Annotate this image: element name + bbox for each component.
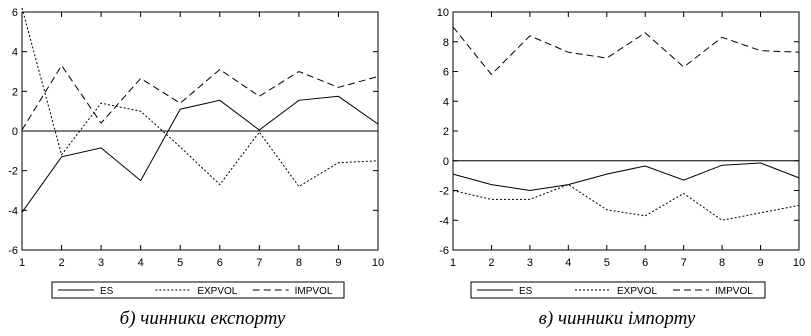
legend-label: EXPVOL — [617, 286, 657, 297]
y-tick-label: -2 — [8, 166, 18, 178]
x-tick-label: 5 — [177, 257, 183, 269]
x-tick-label: 4 — [565, 257, 571, 269]
export-factors-chart: -6 -4 -2 0 2 4 6 1 2 3 4 5 6 7 8 9 10 ES EXPVOL IMPVOL — [8, 7, 384, 299]
x-tick-label: 8 — [719, 257, 725, 269]
y-tick-label: 0 — [12, 126, 18, 138]
x-tick-label: 1 — [450, 257, 456, 269]
y-tick-label: 4 — [443, 96, 449, 108]
x-tick-label: 9 — [757, 257, 763, 269]
export-factors-panel: -6 -4 -2 0 2 4 6 1 2 3 4 5 6 7 8 9 10 ES EXPVOL IMPVOL б) ч… — [0, 0, 405, 336]
series-line-expvol — [452, 184, 800, 221]
legend-label: IMPVOL — [715, 286, 753, 297]
legend-label: ES — [100, 286, 114, 297]
x-tick-label: 4 — [138, 257, 144, 269]
y-tick-label: 8 — [443, 37, 449, 49]
chart-caption: в) чинники імпорту — [538, 308, 696, 329]
series-line-es — [452, 162, 800, 192]
x-tick-label: 3 — [98, 257, 104, 269]
legend-label: EXPVOL — [197, 286, 237, 297]
plot-frame — [452, 11, 800, 251]
legend-box — [51, 281, 345, 299]
y-tick-label: 2 — [12, 86, 18, 98]
x-tick-label: 7 — [681, 257, 687, 269]
y-tick-label: -2 — [439, 186, 449, 198]
x-tick-label: 2 — [58, 257, 64, 269]
x-tick-label: 9 — [335, 257, 341, 269]
x-tick-label: 7 — [256, 257, 262, 269]
x-tick-label: 5 — [604, 257, 610, 269]
y-tick-label: 6 — [443, 67, 449, 79]
y-tick-label: -4 — [439, 215, 449, 227]
x-tick-label: 3 — [527, 257, 533, 269]
x-tick-label: 2 — [488, 257, 494, 269]
x-tick-label: 6 — [217, 257, 223, 269]
y-tick-label: 2 — [443, 126, 449, 138]
y-tick-label: 10 — [437, 7, 449, 19]
y-tick-label: -6 — [8, 245, 18, 257]
y-tick-label: -4 — [8, 205, 18, 217]
y-tick-label: -6 — [439, 245, 449, 257]
x-tick-label: 8 — [296, 257, 302, 269]
legend-label: ES — [519, 286, 533, 297]
import-factors-panel: -6 -4 -2 0 2 4 6 8 10 1 2 3 4 5 6 7 8 9 10 ES EXPVOL IMPVOL в… — [423, 0, 811, 336]
legend-box — [470, 281, 766, 299]
legend-label: IMPVOL — [295, 286, 333, 297]
series-line-es — [21, 95, 379, 213]
series-line-expvol — [21, 7, 379, 188]
chart-caption: б) чинники експорту — [119, 308, 286, 329]
series-line-impvol — [21, 64, 379, 131]
y-tick-label: 0 — [443, 156, 449, 168]
y-tick-label: 6 — [12, 7, 18, 19]
x-tick-label: 1 — [19, 257, 25, 269]
y-tick-label: 4 — [12, 47, 18, 59]
x-tick-label: 10 — [372, 257, 384, 269]
x-tick-label: 6 — [642, 257, 648, 269]
series-line-impvol — [452, 26, 800, 76]
x-tick-label: 10 — [793, 257, 805, 269]
